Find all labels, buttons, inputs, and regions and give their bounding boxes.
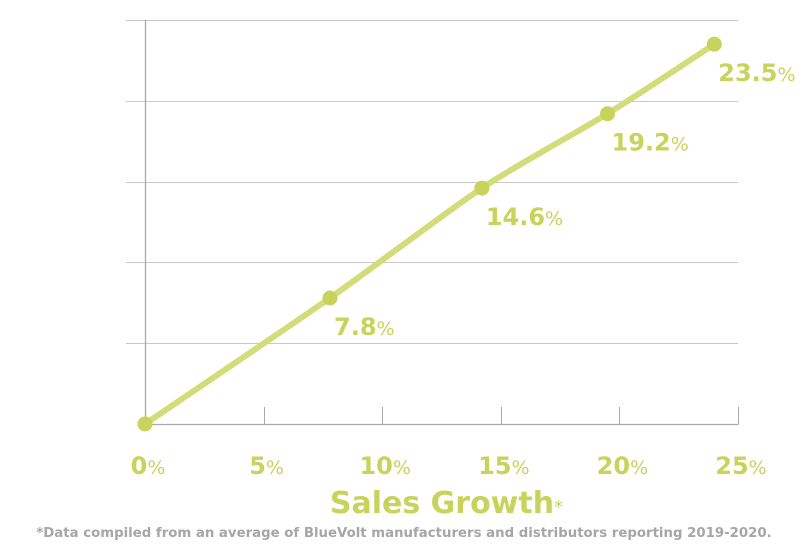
series [137,36,722,432]
data-label: 14.6% [486,203,563,231]
axes [144,20,739,426]
data-point [322,290,338,306]
x-tick-label: 20% [597,452,648,480]
data-label-unit: % [545,208,563,230]
x-tick-label-unit: % [630,457,648,479]
data-labels: 7.8%14.6%19.2%23.5% [334,59,796,341]
series-line [142,41,718,427]
x-tick-label: 0% [131,452,166,480]
x-tick-label-number: 20 [597,452,630,480]
x-tick-label-unit: % [266,457,284,479]
data-label: 7.8% [334,313,395,341]
x-tick-label-unit: % [749,457,767,479]
x-tick-label-number: 25 [715,452,748,480]
x-axis-title-text: Sales Growth [330,486,554,521]
footnote: *Data compiled from an average of BlueVo… [36,526,772,541]
gridlines [126,20,738,344]
x-tick-label: 5% [249,452,284,480]
x-tick-label-number: 0 [131,452,148,480]
x-tick-label-number: 5 [249,452,266,480]
data-label: 23.5% [718,59,795,87]
x-tick-label-number: 15 [478,452,511,480]
x-tick-label-number: 10 [359,452,392,480]
x-tick-label: 25% [715,452,766,480]
data-label-number: 14.6 [486,203,545,231]
data-label-number: 23.5 [718,59,777,87]
x-tick-label: 15% [478,452,529,480]
data-point [474,180,490,196]
data-point [137,416,153,432]
x-tick-label-unit: % [511,457,529,479]
x-tick-label-unit: % [393,457,411,479]
x-axis-ticks: 0% 5% 10% 15% 20% 25% [131,407,767,480]
x-tick-label-unit: % [147,457,165,479]
data-label-unit: % [671,134,689,156]
data-label-number: 19.2 [612,129,671,157]
data-label-unit: % [777,64,795,86]
data-label-unit: % [377,318,395,340]
x-axis-title: Sales Growth* [330,486,563,521]
x-axis-title-asterisk: * [554,497,563,518]
data-point [600,106,616,122]
data-label: 19.2% [612,129,689,157]
data-label-number: 7.8 [334,313,377,341]
data-point [706,36,722,52]
x-tick-label: 10% [359,452,410,480]
